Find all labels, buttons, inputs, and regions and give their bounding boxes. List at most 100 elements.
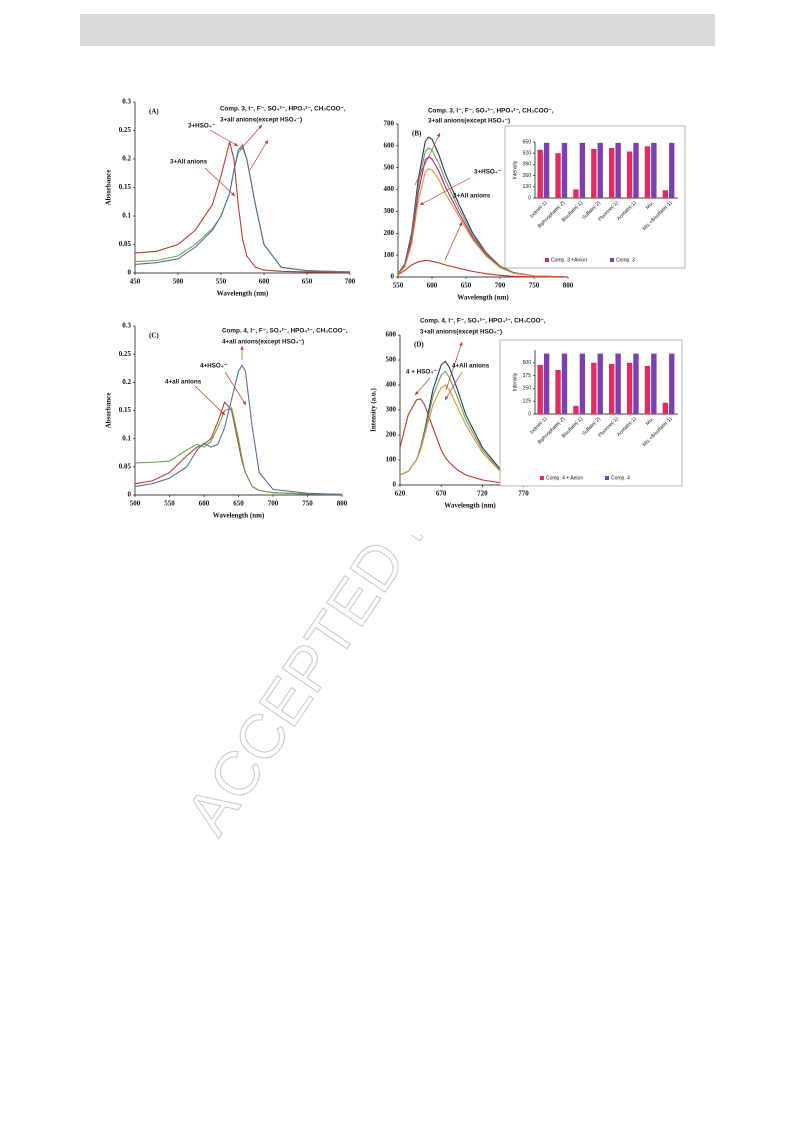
bar: [633, 353, 639, 414]
annotation: Comp. 4, I⁻, F⁻, SO₄²⁻, HPO₄²⁻, CH₃COO⁻,: [222, 328, 348, 335]
y-axis-label: Intensity: [512, 372, 518, 391]
panel-label: (C): [149, 332, 159, 340]
y-tick-label: 650: [523, 139, 532, 145]
arrow: [204, 167, 236, 197]
y-tick-label: 0.1: [122, 434, 131, 442]
y-tick-label: 0.2: [122, 155, 131, 163]
arrow-head: [240, 346, 244, 350]
arrow: [209, 129, 239, 147]
y-tick-label: 400: [384, 185, 395, 193]
annotation: 3+all anions(except HSO₄⁻): [220, 117, 302, 124]
arrow-head: [234, 142, 238, 146]
spectrum-line: [397, 260, 569, 278]
bar: [543, 142, 550, 198]
y-tick-label: 100: [384, 251, 395, 259]
x-axis-label: Wavelength (nm): [217, 290, 269, 298]
annotation: Comp. 4, I⁻, F⁻, SO₄²⁻, HPO₄²⁻, CH₃COO⁻,: [420, 318, 546, 325]
x-tick-label: 650: [461, 282, 472, 290]
legend-label: Comp. 4: [611, 475, 630, 481]
x-tick-label: 500: [173, 278, 184, 286]
arrow-head: [231, 192, 235, 196]
y-tick-label: 0.3: [122, 322, 131, 330]
legend-label: Comp. 4 + Anion: [546, 475, 583, 481]
x-axis-label: Wavelength (nm): [457, 294, 509, 302]
bar: [555, 369, 561, 414]
spectrum-line: [399, 398, 541, 486]
legend-swatch: [545, 258, 549, 262]
x-tick-label: 450: [130, 278, 141, 286]
arrow-head: [445, 396, 449, 400]
x-tick-label: 800: [337, 500, 348, 508]
spectrum-line: [134, 143, 351, 273]
y-tick-label: 500: [523, 360, 532, 366]
y-tick-label: 100: [386, 456, 397, 464]
annotation: 3+HSO₄⁻: [474, 169, 501, 176]
x-tick-label: 650: [233, 500, 244, 508]
arrow: [414, 377, 431, 396]
bar: [591, 362, 597, 414]
spectrum-line: [134, 406, 343, 495]
y-tick-label: 200: [384, 229, 395, 237]
arrow-head: [415, 391, 419, 395]
annotation: 3+HSO₄⁻: [188, 123, 215, 130]
x-tick-label: 750: [529, 282, 540, 290]
bar: [644, 365, 651, 414]
annotation: 4+All anions: [452, 363, 490, 370]
spectrum-line: [397, 168, 569, 278]
x-axis-label: Wavelength (nm): [213, 512, 265, 520]
spectrum-line: [134, 141, 351, 273]
annotation: 4+all anions: [165, 379, 202, 386]
bar: [669, 142, 675, 198]
x-tick-label: 770: [518, 490, 529, 498]
y-tick-label: 0.15: [119, 406, 132, 414]
bar: [651, 142, 657, 198]
x-tick-label: 620: [395, 490, 406, 498]
y-axis-label: Intensity: [512, 160, 518, 179]
y-tick-label: 260: [523, 173, 532, 179]
bar: [573, 405, 579, 414]
bar: [662, 402, 668, 414]
bar: [561, 353, 568, 414]
x-tick-label: 600: [199, 500, 210, 508]
panel-label: (D): [414, 341, 424, 349]
bar: [561, 142, 568, 198]
annotation: 3+All anions: [453, 193, 491, 200]
x-tick-label: 720: [477, 490, 488, 498]
bar: [615, 142, 621, 198]
arrow: [194, 385, 226, 416]
arrow: [224, 371, 247, 406]
x-tick-label: 670: [436, 490, 447, 498]
x-tick-label: 700: [345, 278, 356, 286]
bar: [591, 148, 597, 198]
y-tick-label: 0: [128, 269, 132, 277]
x-tick-label: 600: [427, 282, 438, 290]
y-tick-label: 300: [384, 207, 395, 215]
annotation: 4 + HSO₄⁻: [406, 369, 437, 376]
y-tick-label: 0: [528, 411, 531, 417]
bar: [615, 353, 621, 414]
spectrum-line: [134, 364, 343, 495]
x-tick-label: Mix.: [645, 416, 656, 427]
y-tick-label: 130: [523, 184, 532, 190]
arrow-head: [459, 342, 463, 346]
arrow: [419, 177, 471, 206]
y-tick-label: 0: [128, 491, 132, 499]
bar: [543, 353, 550, 414]
arrow-head: [436, 133, 441, 137]
bar: [555, 153, 561, 198]
annotation: 3+All anions: [170, 159, 208, 166]
x-tick-label: 650: [302, 278, 313, 286]
y-tick-label: 0.25: [119, 350, 132, 358]
y-tick-label: 125: [523, 399, 532, 405]
panel-label: (B): [412, 130, 422, 138]
y-tick-label: 0: [528, 195, 531, 201]
x-tick-label: 550: [164, 500, 175, 508]
bar: [669, 353, 675, 414]
y-tick-label: 0.3: [122, 98, 131, 106]
bar: [579, 353, 586, 414]
y-tick-label: 0.05: [119, 240, 132, 248]
bar: [597, 142, 603, 198]
arrow-head: [258, 125, 262, 129]
y-tick-label: 300: [386, 406, 397, 414]
